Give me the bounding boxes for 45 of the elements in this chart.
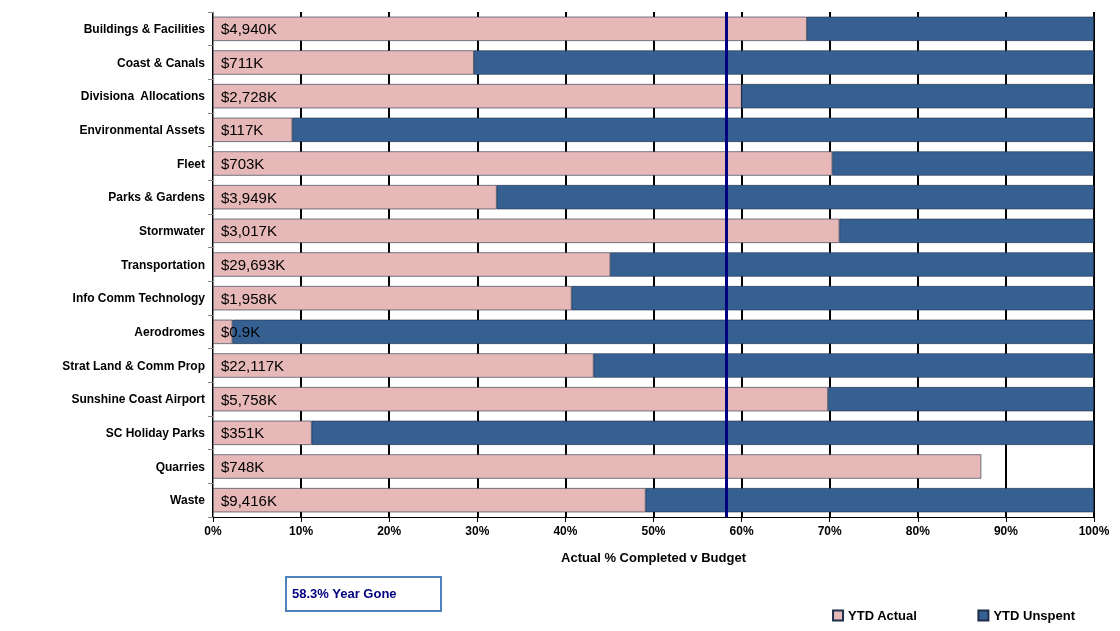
y-tick-label: Transportation	[120, 257, 205, 272]
legend-label: YTD Unspent	[993, 608, 1076, 623]
x-tick-label: 70%	[817, 524, 843, 538]
y-tick-label: Quarries	[155, 459, 206, 474]
x-axis-title: Actual % Completed v Budget	[561, 550, 747, 565]
y-tick-label: SC Holiday Parks	[105, 425, 206, 440]
annotation: $703K	[221, 155, 265, 172]
y-tick-label: Fleet	[176, 156, 205, 171]
x-tick-label: 20%	[377, 524, 402, 538]
x-tick-label: 50%	[641, 524, 666, 538]
annotation: $748K	[221, 458, 265, 475]
ref-line-label: 58.3% Year Gone	[292, 586, 397, 601]
x-tick-label: 30%	[465, 524, 490, 538]
annotation: $4,940K	[221, 20, 277, 38]
x-tick-label: 90%	[993, 524, 1019, 538]
bar	[213, 454, 982, 479]
x-tick-label: 10%	[289, 524, 314, 538]
annotation: $711K	[221, 54, 264, 71]
annotation: $9,416K	[221, 491, 277, 509]
legend-label: YTD Actual	[848, 608, 917, 623]
annotation: $1,958K	[221, 289, 277, 307]
y-tick-label: Info Comm Technology	[72, 291, 206, 306]
annotation: $117K	[221, 121, 264, 139]
annotation: $351K	[221, 424, 265, 442]
y-tick-label: Divisiona Allocations	[80, 89, 206, 104]
y-tick-label: Buildings & Facilities	[83, 21, 206, 36]
y-tick-label: Strat Land & Comm Prop	[62, 358, 205, 373]
annotation: $3,017K	[221, 222, 277, 240]
y-tick-label: Environmental Assets	[79, 122, 206, 137]
x-tick-label: 60%	[729, 524, 754, 538]
x-tick-label: 40%	[553, 524, 578, 538]
y-tick-label: Aerodromes	[134, 324, 206, 339]
y-tick-label: Sunshine Coast Airport	[71, 392, 205, 407]
annotation: $3,949K	[221, 188, 277, 206]
y-tick-label: Waste	[170, 493, 206, 508]
annotation: $29,693K	[221, 256, 286, 273]
y-tick-label: Parks & Gardens	[108, 190, 206, 205]
x-tick-label: 0%	[204, 524, 222, 538]
y-tick-label: Stormwater	[138, 223, 206, 238]
annotation: $2,728K	[221, 87, 277, 105]
x-tick-label: 80%	[905, 524, 931, 538]
y-tick-label: Coast & Canals	[116, 55, 206, 70]
annotation: $5,758K	[221, 390, 277, 408]
x-tick-label: 100%	[1078, 524, 1110, 538]
annotation: $22,117K	[221, 357, 285, 374]
